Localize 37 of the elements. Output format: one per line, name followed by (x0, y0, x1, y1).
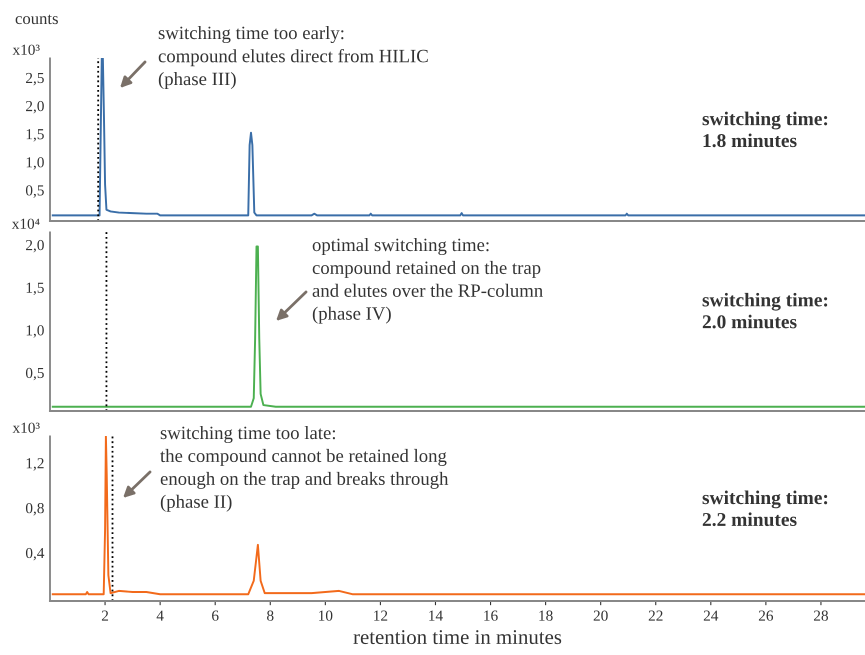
annotation: switching time: 2.0 minutes (702, 292, 828, 328)
x-tick-label: 14 (429, 610, 443, 621)
y-tick-label: 1,0 (26, 157, 44, 170)
y-tick-label: 0,4 (26, 548, 44, 560)
chart-title: counts (16, 14, 58, 24)
x-tick-label: 18 (539, 610, 553, 621)
x-tick-label: 24 (704, 610, 718, 621)
y-tick-label: 1,2 (26, 458, 44, 471)
y-axis-title: x10⁴ (12, 218, 40, 229)
x-tick-label: 16 (484, 610, 498, 621)
x-tick-label: 12 (374, 610, 388, 621)
y-tick-label: 2,0 (26, 100, 44, 114)
y-tick-label: 0,8 (26, 502, 44, 516)
y-axis-title: x10³ (12, 422, 40, 433)
x-tick-label: 22 (648, 610, 663, 621)
y-tick-label: 1,5 (26, 282, 44, 296)
x-tick-label: 8 (267, 610, 274, 621)
x-tick-label: 28 (814, 610, 828, 621)
annotation: switching time: 2.2 minutes (702, 490, 828, 526)
x-tick-label: 2 (102, 610, 108, 621)
y-tick-label: 2,5 (26, 72, 44, 86)
x-tick-label: 20 (594, 610, 608, 621)
y-tick-label: 0,5 (26, 368, 44, 380)
y-tick-label: 2,0 (26, 240, 44, 252)
x-axis-title: retention time in minutes (353, 630, 562, 644)
annotation: switching time too early: compound elutes direct from HILIC (phase III) (158, 26, 428, 90)
annotation: switching time: 1.8 minutes (702, 112, 828, 148)
y-tick-label: 1,5 (26, 129, 44, 142)
annotation: optimal switching time: compound retained on the trap and elutes over the RP-column (phase IV) (312, 238, 543, 324)
x-tick-label: 6 (212, 610, 219, 621)
x-tick-label: 10 (319, 610, 332, 621)
annotation: switching time too late: the compound cannot be retained long enough on the trap and breaks through (phase II) (160, 426, 448, 512)
x-tick-label: 26 (758, 610, 774, 621)
y-tick-label: 0,5 (26, 185, 44, 198)
x-tick-label: 4 (156, 610, 164, 621)
y-axis-title: x10³ (12, 44, 40, 55)
y-tick-label: 1,0 (26, 325, 44, 338)
